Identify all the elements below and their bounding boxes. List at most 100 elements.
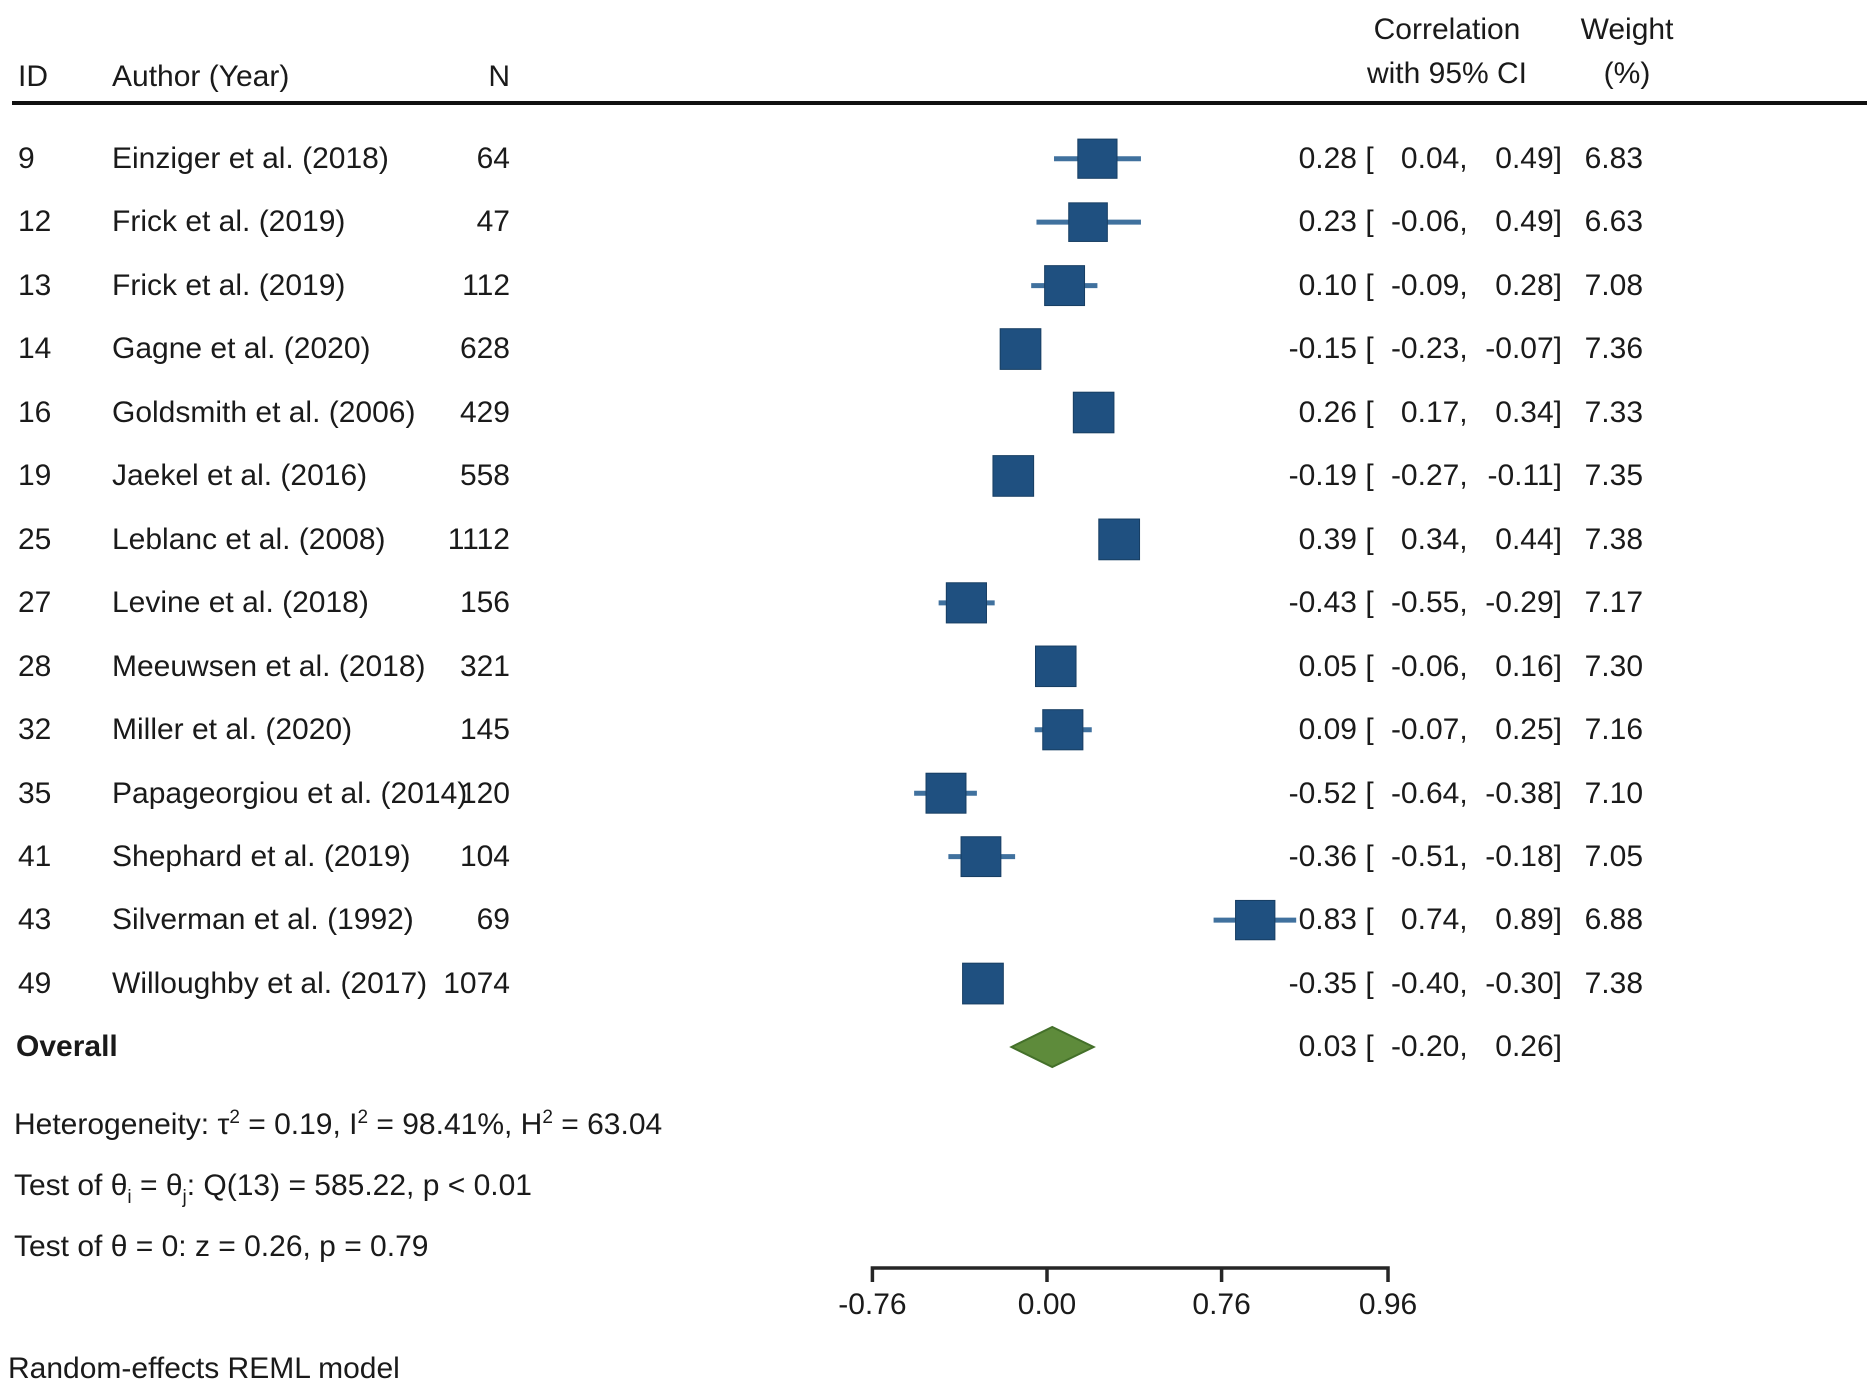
ci-lower: 0.17, bbox=[1400, 395, 1468, 429]
ci-estimate: -0.19 bbox=[1288, 459, 1357, 493]
effect-square bbox=[1235, 899, 1276, 941]
ci-upper: 0.49 bbox=[1495, 142, 1554, 175]
column-header-n: N bbox=[488, 60, 510, 93]
ci-close-bracket: ] bbox=[1553, 966, 1562, 1000]
q-subscript: i bbox=[127, 1187, 132, 1208]
study-n: 47 bbox=[476, 205, 510, 239]
ci-close-bracket: ] bbox=[1553, 586, 1562, 620]
ci-close-bracket: ] bbox=[1553, 332, 1562, 366]
study-n: 429 bbox=[459, 395, 510, 429]
model-note: Random-effects REML model bbox=[8, 1352, 400, 1385]
ci-lower: -0.20, bbox=[1390, 1030, 1468, 1063]
study-row: 14 Gagne et al. (2020) 628 -0.15 [-0.23, -0.… bbox=[0, 317, 1867, 380]
study-id: 13 bbox=[18, 268, 52, 302]
ci-upper: 0.44 bbox=[1495, 522, 1554, 556]
study-ci-text: 0.83 [0.74, 0.89] bbox=[1275, 888, 1562, 951]
ci-upper: -0.30 bbox=[1485, 966, 1554, 1000]
study-author: Frick et al. (2019) bbox=[112, 268, 346, 302]
ci-estimate: -0.15 bbox=[1288, 332, 1357, 366]
study-id: 28 bbox=[18, 649, 52, 683]
study-n: 558 bbox=[459, 459, 510, 493]
heterogeneity-stats: Heterogeneity: τ2 = 0.19, I2 = 98.41%, H… bbox=[14, 1105, 662, 1145]
study-row: 49 Willoughby et al. (2017) 1074 -0.35 [-0.… bbox=[0, 952, 1867, 1015]
study-id: 19 bbox=[18, 459, 52, 493]
study-n: 1112 bbox=[447, 522, 510, 556]
ci-open-bracket: [ bbox=[1356, 776, 1374, 810]
effect-square bbox=[999, 328, 1042, 370]
study-weight: 7.08 bbox=[1584, 268, 1643, 302]
effect-square bbox=[962, 962, 1004, 1005]
effect-square bbox=[1035, 645, 1077, 688]
study-row: 32 Miller et al. (2020) 145 0.09 [-0.07, 0.2… bbox=[0, 698, 1867, 761]
ci-close-bracket: ] bbox=[1553, 839, 1562, 873]
ci-close-bracket: ] bbox=[1553, 649, 1562, 683]
ci-estimate: -0.36 bbox=[1288, 839, 1357, 873]
study-ci-text: 0.26 [0.17, 0.34] bbox=[1275, 381, 1562, 444]
effect-square bbox=[1072, 391, 1115, 434]
ci-upper: -0.07 bbox=[1485, 332, 1554, 366]
x-axis-tick-label: 0.96 bbox=[1359, 1288, 1417, 1321]
header-divider bbox=[12, 101, 1867, 105]
ci-upper: -0.11 bbox=[1487, 459, 1554, 493]
overall-diamond bbox=[1009, 1025, 1096, 1069]
study-row: 25 Leblanc et al. (2008) 1112 0.39 [0.34, 0.… bbox=[0, 508, 1867, 571]
study-n: 145 bbox=[459, 713, 510, 747]
ci-close-bracket: ] bbox=[1553, 903, 1562, 937]
ci-upper: -0.18 bbox=[1485, 839, 1554, 873]
q-subscript: j bbox=[182, 1187, 187, 1208]
study-ci-text: 0.39 [0.34, 0.44] bbox=[1275, 508, 1562, 571]
effect-square bbox=[925, 772, 967, 814]
ci-lower: -0.51, bbox=[1390, 839, 1468, 873]
effect-square bbox=[1044, 265, 1086, 307]
ci-estimate: 0.03 bbox=[1298, 1030, 1357, 1063]
study-weight: 7.17 bbox=[1584, 586, 1643, 620]
ci-open-bracket: [ bbox=[1356, 459, 1374, 493]
study-weight: 6.83 bbox=[1584, 142, 1643, 175]
study-author: Jaekel et al. (2016) bbox=[112, 459, 368, 493]
ci-estimate: 0.39 bbox=[1298, 522, 1357, 556]
effect-square bbox=[1068, 202, 1108, 242]
ci-close-bracket: ] bbox=[1553, 459, 1562, 493]
ci-open-bracket: [ bbox=[1356, 395, 1374, 429]
ci-lower: -0.64, bbox=[1390, 776, 1468, 810]
study-author: Meeuwsen et al. (2018) bbox=[112, 649, 426, 683]
study-weight: 7.16 bbox=[1584, 713, 1643, 747]
ci-open-bracket: [ bbox=[1356, 839, 1374, 873]
study-author: Willoughby et al. (2017) bbox=[112, 966, 428, 1000]
ci-lower: -0.27, bbox=[1390, 459, 1468, 493]
ci-open-bracket: [ bbox=[1356, 966, 1374, 1000]
column-header-weight-line2: (%) bbox=[1603, 57, 1651, 90]
study-n: 321 bbox=[459, 649, 510, 683]
study-ci-text: -0.19 [ -0.27, -0.11] bbox=[1275, 444, 1562, 507]
study-author: Shephard et al. (2019) bbox=[112, 839, 411, 873]
study-weight: 7.38 bbox=[1584, 966, 1643, 1000]
ci-close-bracket: ] bbox=[1553, 395, 1562, 429]
ci-lower: -0.06, bbox=[1390, 649, 1468, 683]
study-author: Leblanc et al. (2008) bbox=[112, 522, 386, 556]
study-id: 25 bbox=[18, 522, 52, 556]
study-id: 32 bbox=[18, 713, 52, 747]
ci-open-bracket: [ bbox=[1356, 142, 1374, 175]
study-ci-text: -0.35 [-0.40, -0.30] bbox=[1275, 952, 1562, 1015]
ci-estimate: 0.10 bbox=[1298, 268, 1357, 302]
study-weight: 6.88 bbox=[1584, 903, 1643, 937]
study-author: Papageorgiou et al. (2014) bbox=[112, 776, 468, 810]
effect-square bbox=[1077, 138, 1118, 179]
ci-open-bracket: [ bbox=[1356, 903, 1374, 937]
ci-lower: -0.55, bbox=[1390, 586, 1468, 620]
effect-square bbox=[992, 455, 1035, 497]
study-ci-text: 0.10 [-0.09, 0.28] bbox=[1275, 254, 1562, 317]
het-part: = 63.04 bbox=[552, 1108, 663, 1141]
overall-row: Overall 0.03 [-0.20, 0.26] bbox=[0, 1015, 1867, 1078]
study-row: 13 Frick et al. (2019) 112 0.10 [-0.09, 0.28… bbox=[0, 254, 1867, 317]
ci-upper: 0.26 bbox=[1495, 1030, 1554, 1063]
ci-upper: 0.49 bbox=[1495, 205, 1554, 239]
ci-lower: 0.04, bbox=[1400, 142, 1468, 175]
study-ci-text: 0.09 [-0.07, 0.25] bbox=[1275, 698, 1562, 761]
ci-upper: 0.28 bbox=[1495, 268, 1554, 302]
ci-upper: 0.16 bbox=[1495, 649, 1554, 683]
study-n: 120 bbox=[459, 776, 510, 810]
ci-open-bracket: [ bbox=[1356, 586, 1374, 620]
